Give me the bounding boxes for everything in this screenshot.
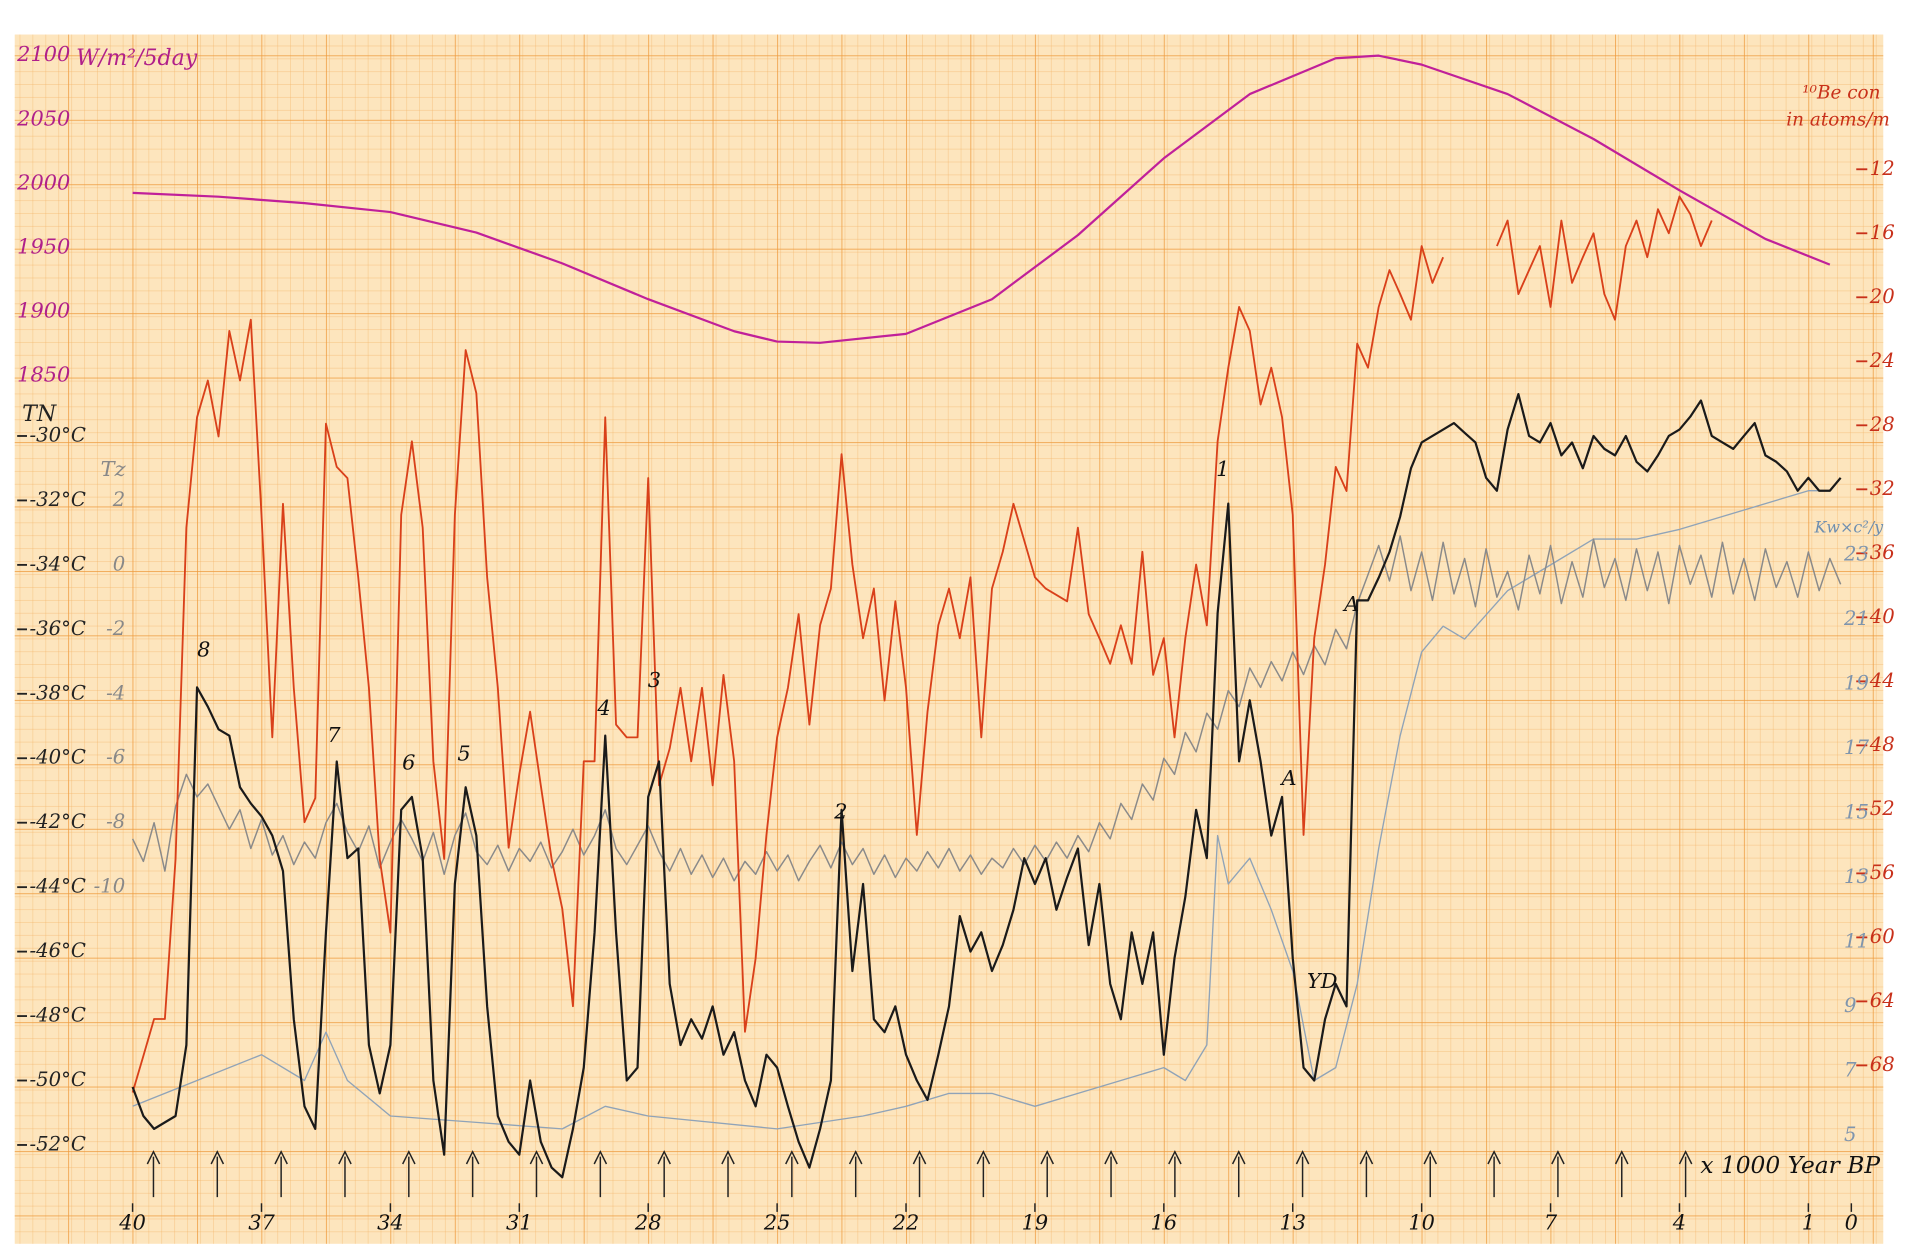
y-tick-label: 2: [112, 488, 125, 511]
y-tick-label: -32°C: [30, 488, 86, 511]
y-tick-label: 52: [1870, 797, 1895, 820]
peak-label: 2: [833, 799, 847, 823]
y-tick-label: 40: [1869, 605, 1895, 628]
y-tick-label: 17: [1844, 736, 1869, 759]
y-tick-label: 16: [1870, 221, 1895, 244]
peak-label: 4: [596, 696, 610, 720]
y-tick-label: 60: [1870, 925, 1895, 948]
y-tick-label: 13: [1844, 865, 1869, 888]
y-tick-label: 2100: [16, 42, 70, 66]
peak-label: A: [1280, 766, 1297, 790]
chart: W/m²/5day ¹⁰Be con in atoms/m TN Tz Kw×c…: [0, 0, 1925, 1255]
y-tick-label: 32: [1870, 477, 1895, 500]
y-tick-label: 5: [1844, 1123, 1856, 1146]
y-tick-label: -48°C: [30, 1004, 86, 1027]
y-tick-label: 21: [1843, 607, 1869, 630]
y-tick-label: -8: [106, 810, 125, 833]
y-tick-label: -38°C: [30, 681, 86, 704]
x-tick-label: 7: [1544, 1211, 1558, 1235]
y-tick-label: 9: [1844, 994, 1856, 1017]
tz-axis-label: Tz: [101, 457, 127, 481]
x-tick-label: 25: [763, 1211, 791, 1235]
y-tick-label: 68: [1870, 1053, 1895, 1076]
y-tick-label: 7: [1844, 1058, 1857, 1081]
y-tick-label: -52°C: [30, 1132, 86, 1155]
y-tick-label: 28: [1869, 413, 1895, 436]
y-tick-label: 56: [1870, 861, 1895, 884]
y-tick-label: 23: [1843, 543, 1869, 566]
y-tick-label: 64: [1870, 989, 1895, 1012]
y-tick-label: -46°C: [30, 939, 86, 962]
peak-label: 3: [648, 668, 661, 692]
y-tick-label: -10: [94, 875, 126, 898]
y-tick-label: -6: [106, 746, 125, 769]
x-tick-label: 31: [506, 1211, 533, 1235]
y-tick-label: 48: [1869, 733, 1895, 756]
y-tick-label: -36°C: [30, 617, 86, 640]
x-tick-label: 13: [1279, 1211, 1306, 1235]
x-tick-label: 34: [377, 1211, 404, 1235]
peak-label: 1: [1216, 457, 1229, 481]
peak-label: 5: [457, 742, 470, 766]
y-tick-label: 11: [1844, 929, 1869, 952]
x-tick-label: 37: [248, 1211, 275, 1235]
k-axis-label: Kw×c²/y: [1814, 518, 1885, 537]
page: {"chart_data": [ {"type": "line", "ylabe…: [0, 0, 1925, 1255]
y-tick-label: 15: [1844, 801, 1869, 824]
x-tick-label: 16: [1151, 1211, 1178, 1235]
x-tick-label: 1: [1802, 1211, 1815, 1235]
y-tick-label: 36: [1870, 541, 1895, 564]
x-tick-label: 22: [892, 1211, 920, 1235]
x-axis-label: x 1000 Year BP: [1700, 1152, 1881, 1179]
x-tick-label: 40: [118, 1211, 146, 1235]
be-unit-label: ¹⁰Be con: [1802, 82, 1880, 103]
y-tick-label: -4: [106, 681, 125, 704]
y-tick-label: -2: [106, 617, 125, 640]
y-tick-label: 20: [1869, 285, 1895, 308]
y-tick-label: 2050: [16, 106, 70, 130]
x-tick-label: 0: [1845, 1211, 1858, 1235]
y-tick-label: 19: [1844, 672, 1869, 695]
y-tick-label: -30°C: [30, 423, 86, 446]
x-tick-label: 19: [1022, 1211, 1049, 1235]
y-tick-label: 1950: [17, 234, 70, 258]
peak-label: 6: [402, 750, 415, 774]
y-tick-label: 1850: [17, 363, 70, 387]
peak-label: 8: [197, 637, 210, 661]
y-tick-label: 44: [1869, 669, 1895, 692]
be-unit-label: in atoms/m: [1786, 109, 1890, 130]
y-tick-label: -40°C: [30, 746, 86, 769]
y-tick-label: 1900: [17, 299, 70, 323]
y-tick-label: 12: [1870, 157, 1895, 180]
x-tick-label: 10: [1408, 1211, 1435, 1235]
peak-label: 7: [327, 723, 341, 747]
x-tick-label: 28: [634, 1211, 662, 1235]
peak-label: YD: [1307, 969, 1338, 993]
y-tick-label: -44°C: [30, 875, 86, 898]
y-tick-label: 0: [113, 552, 126, 575]
insolation-unit: W/m²/5day: [76, 45, 198, 71]
x-tick-label: 4: [1672, 1211, 1686, 1235]
y-tick-label: -42°C: [30, 810, 86, 833]
y-tick-label: -50°C: [30, 1068, 86, 1091]
graph-paper-grid: [15, 35, 1884, 1244]
y-tick-label: 24: [1869, 349, 1895, 372]
peak-label: A: [1342, 592, 1359, 616]
y-tick-label: 2000: [16, 170, 70, 194]
y-tick-label: -34°C: [30, 552, 86, 575]
